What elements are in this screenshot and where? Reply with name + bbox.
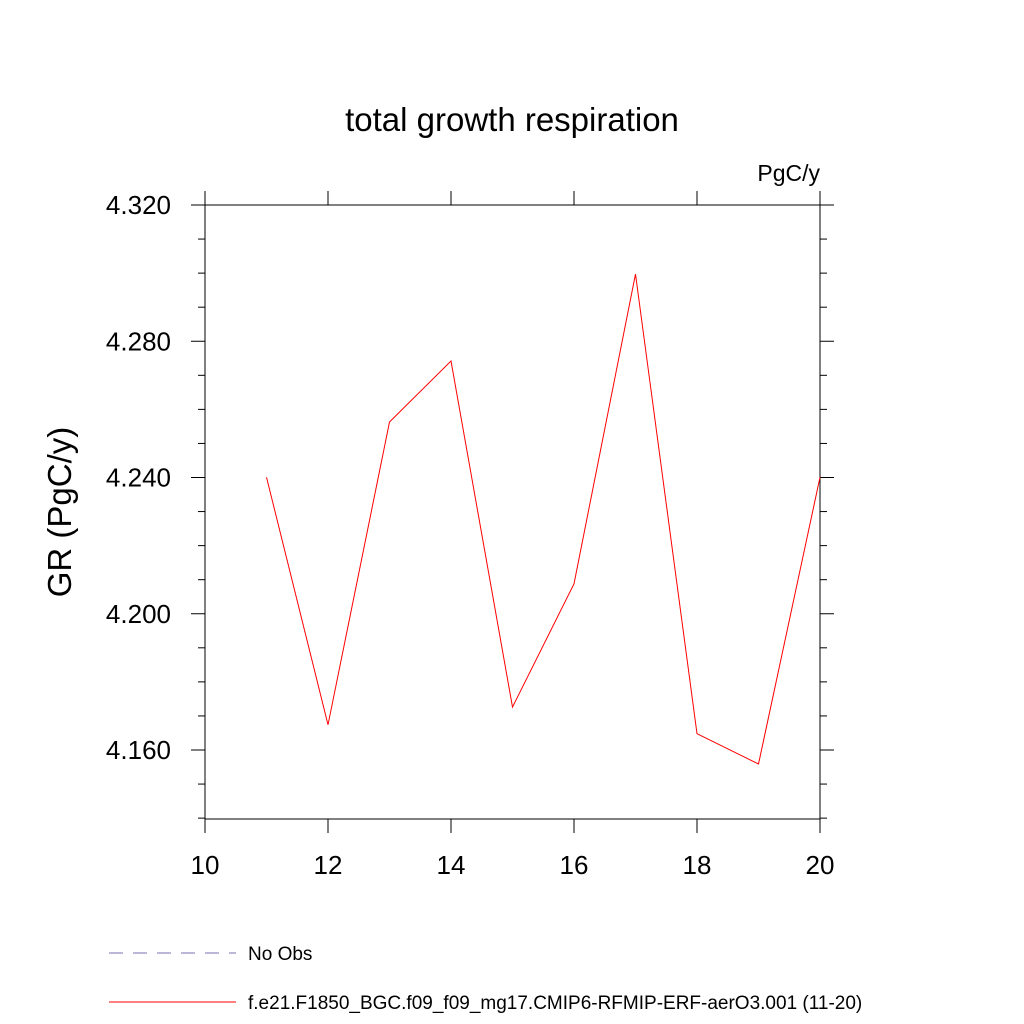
plot-frame <box>204 204 821 820</box>
chart-title: total growth respiration <box>345 101 679 138</box>
y-tick-label: 4.280 <box>106 326 171 356</box>
legend-label: f.e21.F1850_BGC.f09_f09_mg17.CMIP6-RFMIP… <box>248 993 862 1014</box>
units-label: PgC/y <box>757 160 820 186</box>
y-tick-label: 4.160 <box>106 735 171 765</box>
x-tick-label: 20 <box>806 850 835 880</box>
x-tick-label: 14 <box>437 850 466 880</box>
x-tick-label: 18 <box>683 850 712 880</box>
legend-label: No Obs <box>248 944 312 965</box>
x-tick-label: 12 <box>314 850 343 880</box>
data-series-line <box>266 274 821 765</box>
axis-ticks <box>191 191 834 833</box>
y-tick-label: 4.240 <box>106 463 171 493</box>
y-axis-label: GR (PgC/y) <box>41 427 78 598</box>
tick-labels: 10 12 14 16 18 20 4.160 4.200 4.240 4.280 4.320 <box>106 190 835 880</box>
legend: No Obs f.e21.F1850_BGC.f09_f09_mg17.CMIP6… <box>109 944 862 1014</box>
y-tick-label: 4.320 <box>106 190 171 220</box>
x-tick-label: 10 <box>191 850 220 880</box>
x-tick-label: 16 <box>560 850 589 880</box>
y-tick-label: 4.200 <box>106 599 171 629</box>
series-lines <box>266 274 821 765</box>
